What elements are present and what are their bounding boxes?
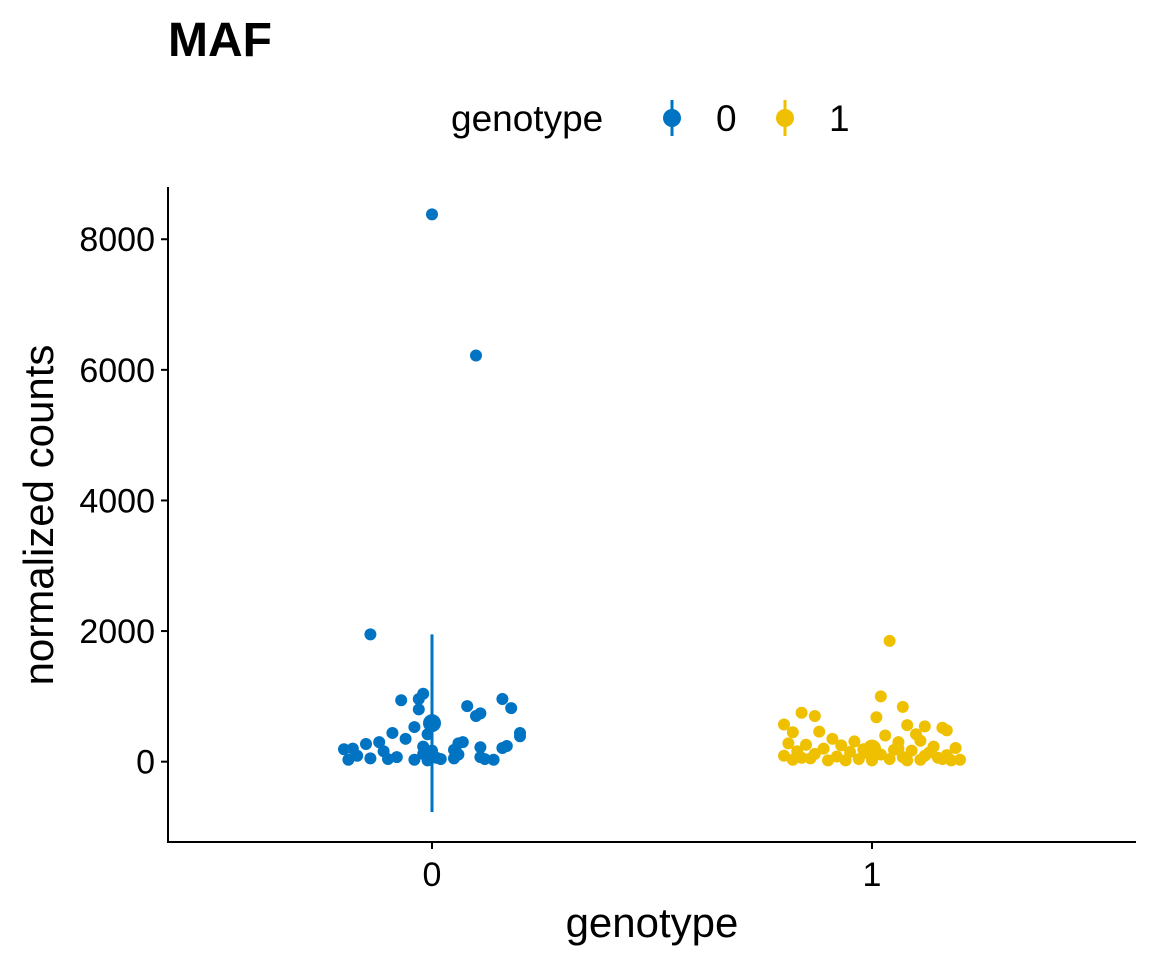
- data-point-genotype-1: [896, 700, 909, 713]
- data-point-genotype-1: [945, 754, 958, 767]
- legend-key-1: [776, 100, 794, 136]
- data-point-genotype-1: [808, 709, 821, 722]
- data-point-genotype-0: [448, 752, 460, 765]
- data-point-genotype-0: [408, 753, 421, 766]
- data-point-genotype-1: [901, 754, 914, 767]
- data-point-genotype-1: [795, 706, 808, 719]
- data-point-genotype-0: [338, 743, 350, 756]
- data-point-genotype-0: [395, 694, 408, 707]
- x-axis-title: genotype: [566, 899, 739, 946]
- data-point-genotype-1: [839, 754, 852, 767]
- legend-label-1: 1: [829, 98, 850, 139]
- data-point-genotype-0: [496, 692, 509, 705]
- data-point-genotype-1: [848, 735, 861, 748]
- data-point-genotype-1: [786, 726, 799, 739]
- y-tick-label: 6000: [79, 352, 155, 390]
- data-point-genotype-0: [382, 753, 394, 766]
- data-point-genotype-1: [918, 749, 931, 762]
- summary-mean-genotype-1: [863, 739, 881, 758]
- data-point-genotype-1: [954, 753, 966, 766]
- data-point-genotype-0: [373, 736, 386, 749]
- x-tick-label: 1: [863, 856, 882, 894]
- data-point-genotype-0: [408, 721, 421, 734]
- data-point-genotype-0: [412, 703, 425, 716]
- data-point-genotype-0: [364, 628, 377, 641]
- data-point-genotype-1: [804, 752, 817, 765]
- data-point-genotype-1: [800, 738, 812, 751]
- data-point-genotype-1: [813, 725, 826, 738]
- legend-label-0: 0: [716, 98, 737, 139]
- data-point-genotype-0: [470, 709, 482, 722]
- data-point-genotype-0: [434, 753, 447, 766]
- y-tick-label: 2000: [79, 613, 155, 651]
- data-point-genotype-0: [487, 753, 500, 766]
- data-point-genotype-1: [778, 718, 790, 731]
- legend: genotype 0 1: [451, 98, 850, 139]
- data-point-genotype-0: [364, 752, 377, 765]
- y-tick-label: 0: [136, 744, 155, 782]
- data-point-genotype-1: [879, 729, 892, 742]
- data-point-genotype-1: [822, 754, 834, 767]
- data-points: [338, 208, 966, 767]
- data-point-genotype-1: [936, 753, 949, 766]
- data-point-genotype-0: [386, 726, 399, 739]
- legend-title: genotype: [451, 98, 603, 139]
- legend-key-0-dot: [663, 109, 681, 127]
- data-point-genotype-1: [883, 753, 896, 766]
- data-point-genotype-0: [360, 738, 372, 751]
- data-point-genotype-1: [817, 742, 830, 755]
- data-point-genotype-0: [399, 732, 412, 745]
- summary-mean-genotype-0: [423, 714, 441, 733]
- x-tick-label: 0: [423, 856, 442, 894]
- data-point-genotype-1: [901, 719, 914, 732]
- data-point-genotype-0: [505, 702, 518, 715]
- data-point-genotype-1: [852, 753, 865, 766]
- data-point-genotype-1: [905, 744, 918, 757]
- data-point-genotype-0: [478, 753, 491, 766]
- data-point-genotype-1: [949, 741, 962, 754]
- data-point-genotype-0: [461, 700, 474, 713]
- data-point-genotype-1: [914, 734, 927, 747]
- data-point-genotype-0: [474, 741, 487, 754]
- y-tick-label: 4000: [79, 482, 155, 520]
- y-axis-title: normalized counts: [15, 345, 62, 686]
- data-point-genotype-0: [514, 730, 526, 743]
- data-point-genotype-0: [496, 741, 509, 754]
- data-point-genotype-1: [795, 751, 808, 764]
- legend-key-0: [663, 100, 681, 136]
- data-point-genotype-1: [826, 732, 839, 745]
- data-point-genotype-0: [426, 208, 438, 221]
- chart-title: MAF: [168, 14, 272, 67]
- y-tick-label: 8000: [79, 221, 155, 259]
- data-point-genotype-1: [883, 634, 896, 647]
- data-point-genotype-1: [892, 742, 905, 755]
- data-point-genotype-0: [412, 692, 425, 705]
- data-point-genotype-1: [782, 737, 795, 750]
- summary-markers: [423, 634, 881, 812]
- data-point-genotype-1: [918, 720, 931, 733]
- legend-key-1-dot: [776, 109, 794, 127]
- data-point-genotype-0: [342, 753, 355, 766]
- y-axis-ticks: 0 2000 4000 6000 8000: [79, 221, 168, 782]
- data-point-genotype-1: [940, 724, 953, 737]
- data-point-genotype-1: [874, 690, 887, 703]
- data-point-genotype-1: [870, 711, 883, 724]
- data-point-genotype-1: [835, 739, 848, 752]
- data-point-genotype-0: [470, 349, 482, 362]
